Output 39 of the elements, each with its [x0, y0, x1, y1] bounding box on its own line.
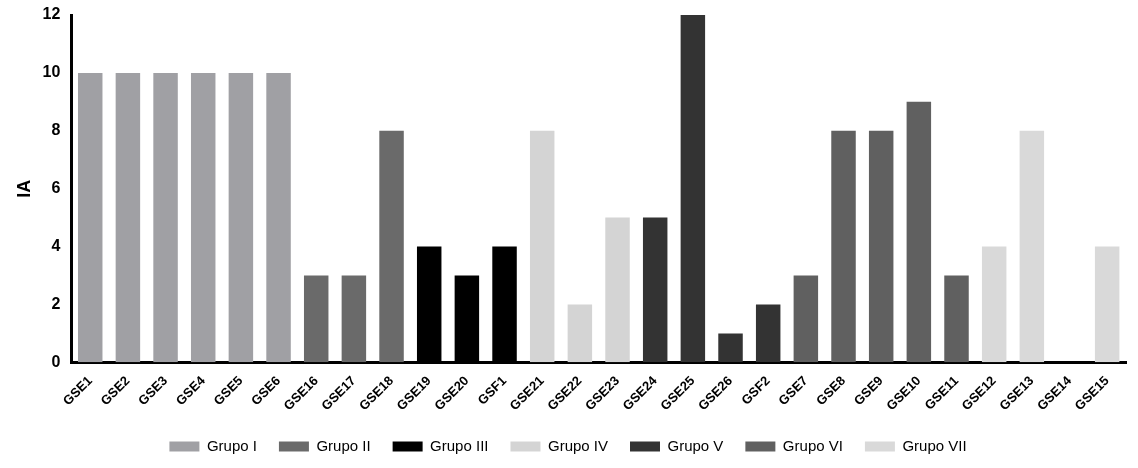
bar — [228, 72, 254, 363]
bar — [680, 15, 706, 363]
bar — [755, 304, 781, 363]
bar — [266, 72, 291, 363]
y-tick-label: 2 — [51, 294, 61, 312]
bar — [605, 217, 630, 363]
bar — [868, 130, 894, 363]
y-tick-label: 6 — [51, 179, 61, 197]
y-axis-title: IA — [13, 179, 34, 198]
bar — [642, 217, 668, 363]
legend-label: Grupo I — [206, 436, 257, 454]
bar — [115, 72, 141, 363]
y-tick-label: 0 — [51, 352, 61, 370]
legend-label: Grupo V — [667, 436, 724, 454]
y-tick-label: 10 — [42, 63, 61, 81]
bar — [1019, 130, 1045, 363]
bar — [981, 246, 1007, 363]
bar — [303, 275, 329, 363]
legend-label: Grupo VII — [902, 436, 967, 454]
bar — [529, 130, 555, 363]
bar — [379, 130, 404, 363]
y-tick-label: 12 — [42, 5, 61, 23]
bar — [341, 275, 367, 363]
bar — [906, 101, 932, 363]
bar — [944, 275, 969, 363]
legend-label: Grupo III — [430, 436, 489, 454]
bar — [77, 72, 103, 363]
y-tick-label: 4 — [51, 236, 61, 254]
bar — [793, 275, 819, 363]
bar — [153, 72, 178, 363]
legend-label: Grupo II — [316, 436, 371, 454]
bar — [1094, 246, 1120, 363]
bar — [567, 304, 593, 363]
y-tick-label: 8 — [51, 121, 61, 139]
bar — [718, 333, 743, 363]
legend-label: Grupo IV — [547, 436, 609, 454]
bar — [190, 72, 216, 363]
legend-label: Grupo VI — [782, 436, 843, 454]
bar — [831, 130, 856, 363]
